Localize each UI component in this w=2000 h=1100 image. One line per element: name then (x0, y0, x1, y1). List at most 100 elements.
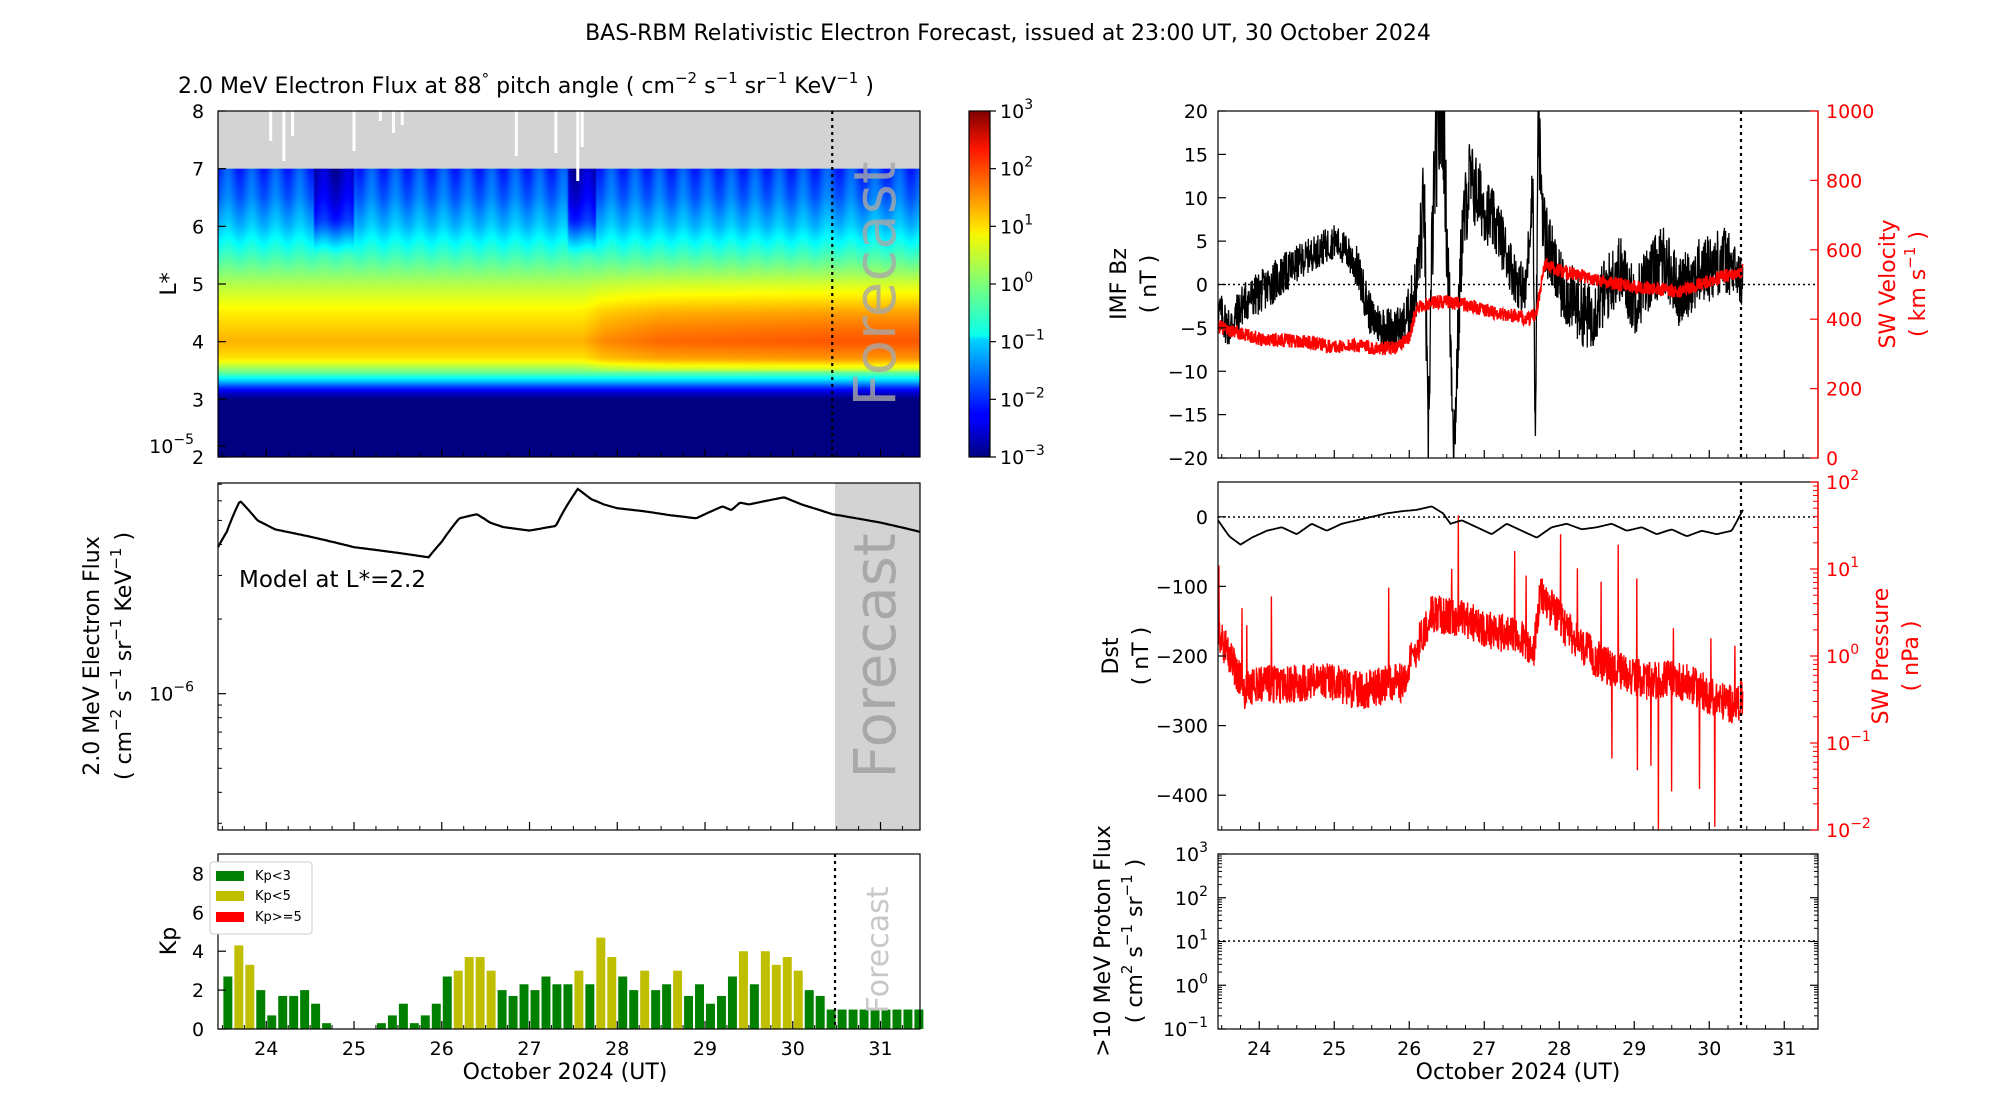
imf-panel: 20 15 10 5 0 −5 −10 −15 −20 1000 800 600 400 200 0 IM… (1107, 101, 1931, 470)
imf-ytick-label: −10 (1168, 361, 1208, 383)
legend-swatch-mid (216, 891, 244, 901)
kp-bar (530, 990, 540, 1029)
kp-bar (574, 970, 584, 1029)
dst-right-axis: 102 101 100 10−1 10−2 (1810, 468, 1871, 842)
kp-x-tick-label-30: 30 (781, 1038, 805, 1060)
imf-ytick-label: −5 (1180, 318, 1208, 340)
flux-frame (217, 482, 921, 831)
kp-bar (300, 990, 310, 1029)
kp-bar (398, 1003, 408, 1029)
heatmap-panel: 2.0 MeV Electron Flux at 88° pitch angle… (157, 69, 1045, 469)
heatmap-ytick-label-5: 5 (192, 274, 204, 296)
dst-series (1218, 505, 1744, 546)
kp-x-tick-label-26: 26 (430, 1038, 454, 1060)
flux-timeseries-panel: Forecast Model at L*=2.2 10−5 10−6 2.0 Me… (80, 432, 921, 831)
kp-bar (782, 957, 792, 1029)
kp-x-tick-label-25: 25 (342, 1038, 366, 1060)
kp-bar (234, 945, 244, 1029)
kp-bar (914, 1009, 924, 1029)
kp-bar (804, 990, 814, 1029)
kp-bar (541, 976, 551, 1029)
proton-y-axis: 103 102 101 100 10−1 (1163, 840, 1818, 1041)
dst-ytick-label: −200 (1156, 646, 1208, 668)
heatmap-y-axis: 2 3 4 5 6 7 8 (192, 101, 226, 469)
vsw-ytick-label: 400 (1826, 309, 1862, 331)
imf-ytick-label: 5 (1196, 231, 1208, 253)
heatmap-forecast-label: Forecast (841, 161, 909, 406)
kp-bar (738, 951, 748, 1029)
legend-label-low: Kp<3 (255, 869, 291, 884)
kp-bar (322, 1023, 332, 1029)
heatmap-ytick-label-7: 7 (192, 159, 204, 181)
kp-bar (903, 1009, 913, 1029)
legend-label-mid: Kp<5 (255, 889, 291, 904)
kp-bar (442, 976, 452, 1029)
proton-ytick-label: 102 (1175, 884, 1208, 910)
flux-forecast-label: Forecast (841, 533, 909, 778)
imf-ytick-label: 20 (1184, 101, 1208, 123)
kp-bar (673, 970, 683, 1029)
heatmap-grey-band (218, 111, 920, 169)
proton-x-tick-label-25: 25 (1322, 1038, 1346, 1060)
kp-bars (223, 937, 924, 1029)
heatmap-data-gap (269, 111, 273, 141)
kp-bar (793, 970, 803, 1029)
kp-bar (695, 984, 705, 1029)
dst-ytick-label: −300 (1156, 716, 1208, 738)
pdyn-ytick-label: 10−2 (1826, 816, 1871, 842)
vsw-ytick-label: 200 (1826, 379, 1862, 401)
dst-ytick-label: −400 (1156, 785, 1208, 807)
kp-bar (596, 937, 606, 1029)
sw-pressure-label-line1: SW Pressure (1869, 588, 1894, 725)
vsw-ytick-label: 800 (1826, 170, 1862, 192)
vsw-ytick-label: 600 (1826, 240, 1862, 262)
kp-bar (859, 1009, 869, 1029)
kp-x-tick-label-27: 27 (517, 1038, 541, 1060)
proton-x-axis: 24 25 26 27 28 29 30 31 (1221, 1021, 1804, 1060)
flux-forecast-shading (835, 483, 920, 830)
figure-title: BAS-RBM Relativistic Electron Forecast, … (585, 21, 1431, 46)
flux-ytick-label: 10−5 (149, 432, 194, 458)
proton-panel: 103 102 101 100 10−1 24 25 26 27 28 29 30 31 >10 Me… (1091, 825, 1819, 1085)
kp-forecast-label: Forecast (861, 886, 896, 1013)
kp-bar (684, 995, 694, 1029)
kp-bar (771, 964, 781, 1029)
kp-bar (651, 990, 661, 1029)
legend-swatch-low (216, 871, 244, 881)
kp-bar (464, 957, 474, 1029)
proton-ylabel-units: ( cm2 s−1 sr−1 ) (1118, 859, 1148, 1023)
kp-bar (618, 976, 628, 1029)
kp-bar (749, 984, 759, 1029)
kp-bar (892, 1009, 902, 1029)
heatmap-data-gap (514, 111, 518, 156)
kp-bar (267, 1015, 277, 1029)
colorbar-tick-label: 100 (1000, 270, 1033, 296)
imf-left-axis: 20 15 10 5 0 −5 −10 −15 −20 (1168, 101, 1226, 470)
kp-bar (662, 984, 672, 1029)
heatmap-data-gap (392, 111, 395, 133)
kp-ylabel: Kp (157, 927, 182, 955)
dst-ytick-label: 0 (1196, 507, 1208, 529)
colorbar-tick-label: 101 (1000, 212, 1033, 238)
imf-ytick-label: 0 (1196, 275, 1208, 297)
kp-bar (519, 984, 529, 1029)
flux-ytick-label: 10−6 (149, 680, 194, 706)
kp-bar (837, 1009, 847, 1029)
heatmap-data-gap (291, 111, 295, 136)
kp-x-tick-label-29: 29 (693, 1038, 717, 1060)
kp-ytick-label-2: 2 (192, 980, 204, 1002)
proton-x-tick-label-26: 26 (1397, 1038, 1421, 1060)
kp-bar (585, 984, 595, 1029)
kp-bar (278, 995, 288, 1029)
proton-x-tick-label-28: 28 (1547, 1038, 1571, 1060)
imf-ytick-label: 15 (1184, 144, 1208, 166)
heatmap-ylabel: L* (157, 272, 182, 295)
kp-ytick-label-8: 8 (192, 863, 204, 885)
proton-xlabel: October 2024 (UT) (1416, 1060, 1621, 1085)
kp-bar (409, 1023, 419, 1029)
kp-bar (311, 1003, 321, 1029)
heatmap-data-gap (554, 111, 558, 153)
kp-x-tick-label-31: 31 (868, 1038, 892, 1060)
